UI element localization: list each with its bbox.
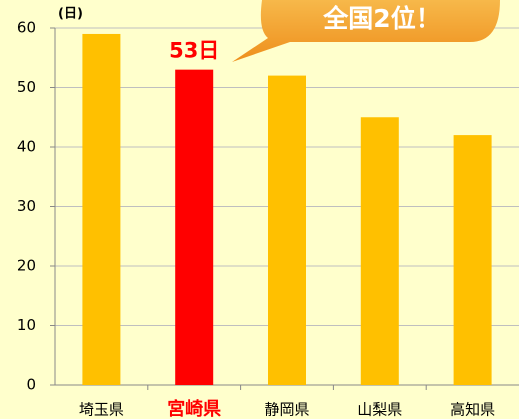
x-tick-label: 高知県	[450, 401, 495, 419]
bar	[175, 69, 214, 386]
y-tick-label: 0	[26, 376, 36, 394]
bar	[360, 117, 399, 385]
y-tick-label: 10	[17, 316, 36, 334]
callout-text: 全国2位！	[322, 4, 440, 33]
y-tick-label: 20	[17, 257, 36, 275]
bar	[82, 33, 121, 385]
value-label: 53日	[169, 39, 219, 63]
bar	[453, 135, 492, 385]
callout-bubble	[232, 0, 500, 62]
x-tick-label: 静岡県	[264, 401, 309, 419]
x-tick-label: 山梨県	[357, 401, 402, 419]
y-unit-label: (日)	[58, 7, 83, 22]
x-tick-label: 埼玉県	[79, 401, 124, 419]
y-tick-label: 30	[17, 197, 36, 215]
bar	[268, 75, 306, 385]
x-tick-label: 宮崎県	[167, 398, 221, 419]
y-tick-label: 60	[17, 19, 36, 37]
y-tick-label: 40	[17, 138, 36, 156]
y-tick-label: 50	[17, 78, 36, 96]
